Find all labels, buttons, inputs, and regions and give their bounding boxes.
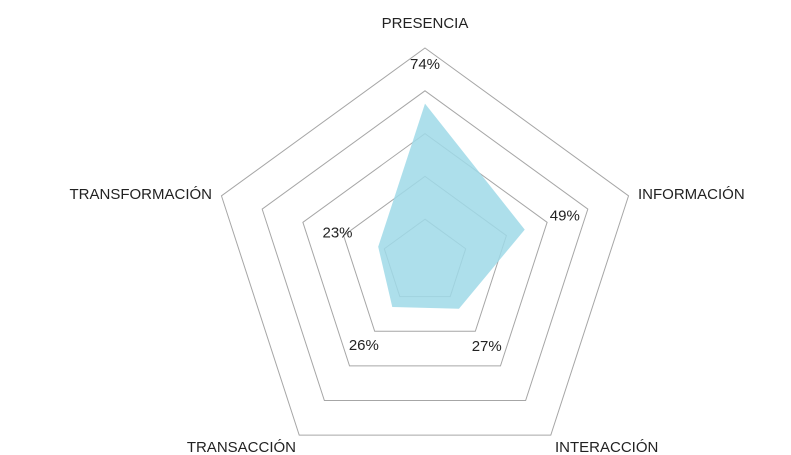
data-label: 74%	[410, 56, 440, 73]
data-label: 23%	[322, 225, 352, 242]
data-label: 26%	[349, 337, 379, 354]
axis-label: INTERACCIÓN	[555, 439, 658, 455]
grid-ring	[302, 132, 548, 367]
axis-label: INFORMACIÓN	[638, 186, 745, 203]
grid-ring	[220, 47, 630, 436]
axis-label: TRANSFORMACIÓN	[70, 186, 213, 203]
data-label: 49%	[550, 208, 580, 225]
data-area	[378, 103, 525, 309]
data-label: 27%	[472, 338, 502, 355]
axis-label: PRESENCIA	[382, 15, 469, 32]
axis-label: TRANSACCIÓN	[187, 439, 296, 455]
grid-ring	[261, 90, 589, 402]
